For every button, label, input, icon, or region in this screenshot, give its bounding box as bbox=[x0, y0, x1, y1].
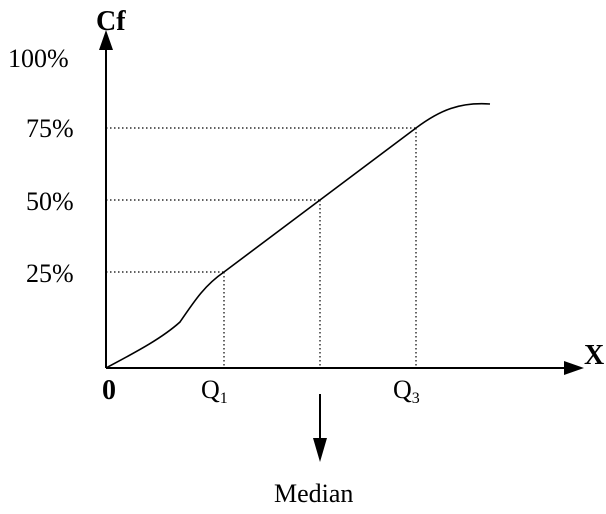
y-axis-title: Cf bbox=[96, 6, 126, 37]
y-axis-arrow bbox=[99, 30, 113, 50]
y-tick-75: 75% bbox=[26, 114, 74, 143]
q3-label: Q3 bbox=[393, 375, 420, 407]
x-axis-title: X bbox=[584, 340, 604, 371]
x-axis-arrow bbox=[564, 361, 584, 375]
y-tick-50: 50% bbox=[26, 187, 74, 216]
ogive-curve bbox=[105, 102, 491, 369]
median-label: Median bbox=[274, 479, 353, 508]
origin-label: 0 bbox=[102, 375, 116, 406]
q1-label: Q1 bbox=[201, 375, 228, 407]
y-tick-100: 100% bbox=[8, 44, 69, 73]
median-arrow-head bbox=[313, 438, 327, 462]
y-tick-25: 25% bbox=[26, 259, 74, 288]
